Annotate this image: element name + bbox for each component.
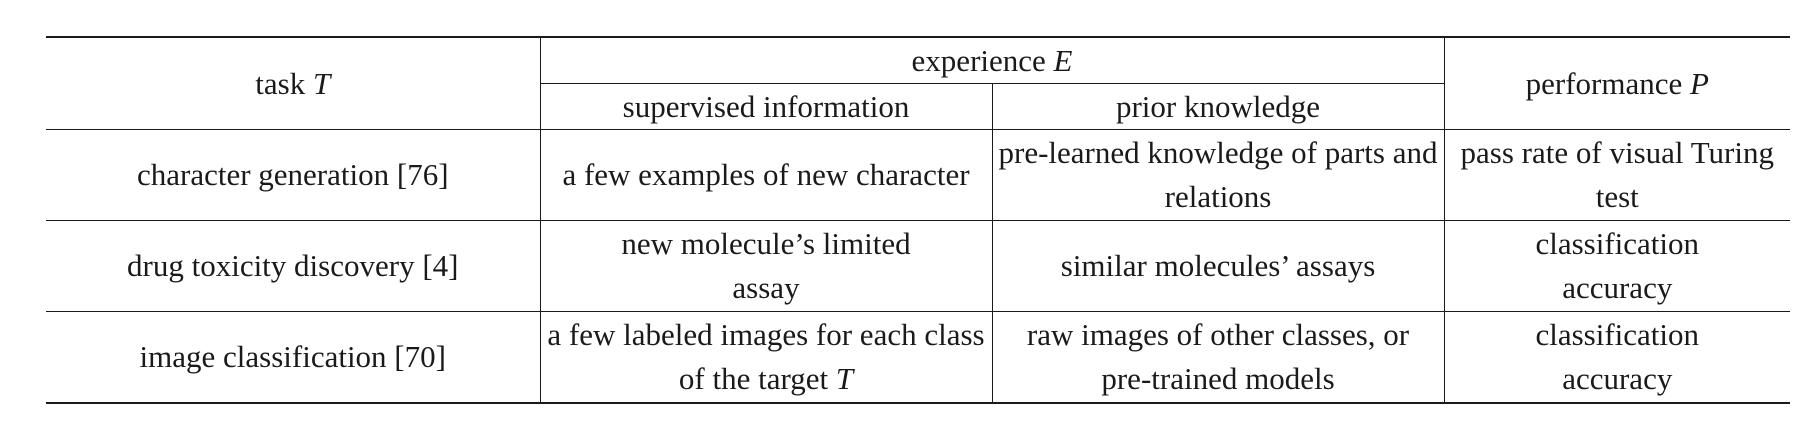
- header-experience: experience E: [539, 36, 1445, 84]
- cell-supervised: a few examples of new character: [539, 129, 992, 221]
- header-task-symbol: T: [312, 65, 331, 101]
- table-row: drug toxicity discovery [4] new molecule…: [46, 220, 1791, 312]
- header-performance-symbol: P: [1689, 65, 1709, 101]
- cell-performance: pass rate of visual Turing test: [1443, 129, 1791, 221]
- cell-supervised-text: a few examples of new character: [562, 157, 970, 192]
- cell-prior: raw images of other classes, or pre-trai…: [991, 311, 1445, 404]
- cell-prior: similar molecules’ assays: [991, 220, 1445, 312]
- cell-prior-text: raw images of other classes, or pre-trai…: [1026, 317, 1410, 396]
- examples-table: task T experience E performance P superv…: [46, 36, 1791, 404]
- header-task-label: task: [255, 65, 306, 101]
- cell-performance-text: classification accuracy: [1535, 317, 1700, 396]
- header-performance: performance P: [1443, 36, 1791, 130]
- header-experience-label: experience: [911, 42, 1046, 78]
- header-task: task T: [46, 36, 540, 130]
- cell-task: character generation [76]: [46, 129, 540, 221]
- table-row: character generation [76] a few examples…: [46, 129, 1791, 221]
- cell-performance: classification accuracy: [1443, 311, 1791, 404]
- cell-prior-text: similar molecules’ assays: [1060, 248, 1376, 283]
- cell-supervised-symbol: T: [835, 361, 854, 396]
- cell-task-text: character generation [76]: [136, 157, 449, 192]
- cell-performance: classification accuracy: [1443, 220, 1791, 312]
- cell-supervised: a few labeled images for each class of t…: [539, 311, 992, 404]
- header-row-2: supervised information prior knowledge: [46, 83, 1790, 130]
- table-row: image classification [70] a few labeled …: [46, 311, 1791, 404]
- header-supervised: supervised information: [539, 83, 992, 130]
- cell-task-text: drug toxicity discovery [4]: [127, 248, 459, 283]
- table: task T experience E performance P superv…: [46, 36, 1791, 404]
- header-experience-symbol: E: [1053, 42, 1073, 78]
- header-row-1: task T experience E performance P: [46, 36, 1791, 130]
- cell-performance-text: pass rate of visual Turing test: [1460, 135, 1774, 214]
- cell-supervised-text-wrap: a few labeled images for each class of t…: [547, 313, 986, 401]
- cell-performance-text: classification accuracy: [1535, 226, 1700, 305]
- cell-task: drug toxicity discovery [4]: [46, 220, 540, 312]
- cell-prior: pre-learned knowledge of parts and relat…: [991, 129, 1445, 221]
- cell-supervised-text: new molecule’s limited assay: [621, 226, 911, 305]
- cell-supervised-text: a few labeled images for each class of t…: [547, 317, 985, 396]
- cell-prior-text: pre-learned knowledge of parts and relat…: [998, 135, 1438, 214]
- header-performance-label: performance: [1525, 65, 1683, 101]
- header-prior: prior knowledge: [991, 83, 1445, 130]
- cell-supervised: new molecule’s limited assay: [539, 220, 992, 312]
- cell-task: image classification [70]: [46, 311, 540, 404]
- cell-task-text: image classification [70]: [139, 339, 446, 374]
